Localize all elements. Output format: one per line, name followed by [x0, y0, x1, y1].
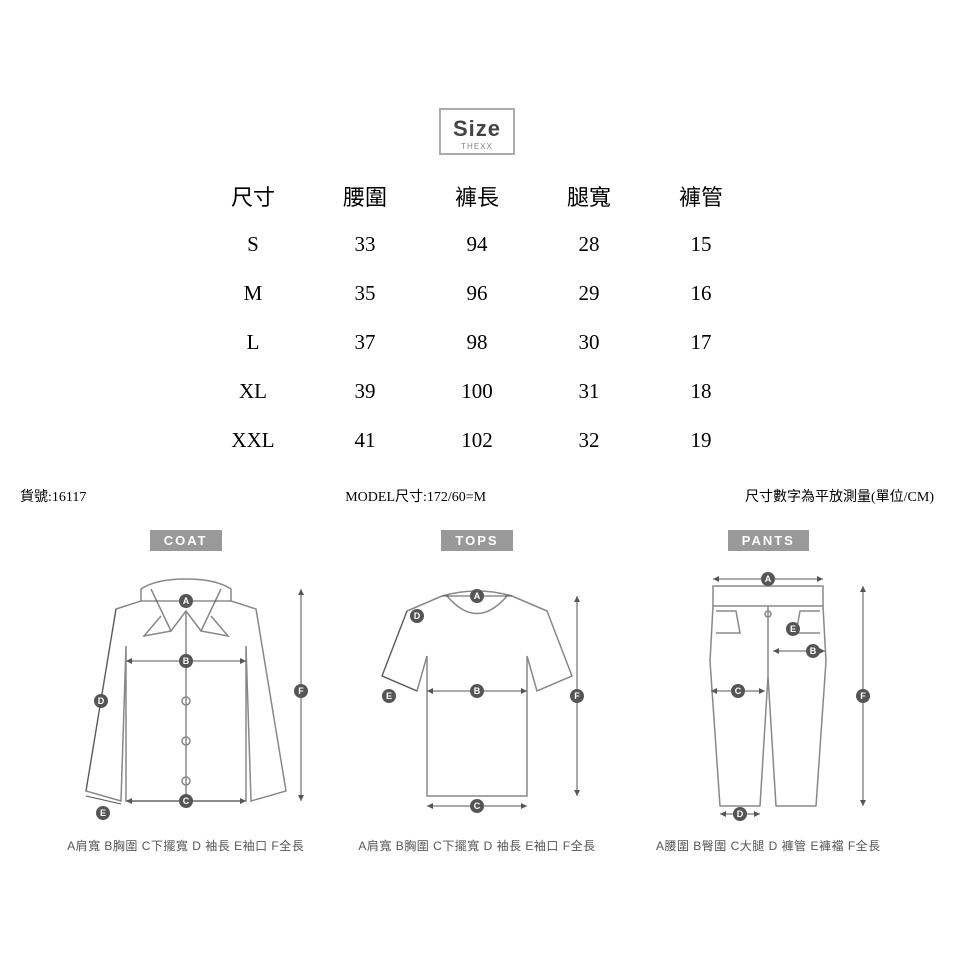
diagram-coat: COAT A B C D [41, 530, 331, 854]
col-header: 腿寬 [533, 172, 645, 220]
table-row: L37983017 [197, 318, 757, 367]
table-cell: 37 [309, 318, 421, 367]
svg-text:D: D [97, 696, 104, 706]
table-cell: 32 [533, 416, 645, 465]
table-cell: 39 [309, 367, 421, 416]
size-subtitle: THEXX [453, 142, 501, 151]
table-cell: 35 [309, 269, 421, 318]
pants-svg: A E B C D F [638, 561, 898, 831]
unit-label: 尺寸數字為平放測量(單位/CM) [745, 486, 934, 506]
svg-text:F: F [861, 691, 867, 701]
table-cell: 18 [645, 367, 757, 416]
size-title: Size [453, 116, 501, 142]
coat-svg: A B C D E F [56, 561, 316, 831]
table-cell: 15 [645, 220, 757, 269]
table-cell: XL [197, 367, 309, 416]
col-header: 尺寸 [197, 172, 309, 220]
svg-text:F: F [298, 686, 304, 696]
pants-legend: A腰圍 B臀圍 C大腿 D 褲管 E褲襠 F全長 [656, 837, 881, 854]
table-cell: L [197, 318, 309, 367]
table-cell: 100 [421, 367, 533, 416]
table-cell: 94 [421, 220, 533, 269]
coat-label: COAT [150, 530, 222, 551]
model-label: MODEL尺寸:172/60=M [345, 486, 486, 506]
tops-label: TOPS [441, 530, 512, 551]
table-cell: XXL [197, 416, 309, 465]
table-cell: 33 [309, 220, 421, 269]
diagram-pants: PANTS A E B C D [623, 530, 913, 854]
table-cell: 102 [421, 416, 533, 465]
sku-label: 貨號:16117 [20, 486, 86, 506]
svg-text:A: A [765, 574, 772, 584]
pants-label: PANTS [728, 530, 809, 551]
svg-text:E: E [100, 808, 106, 818]
svg-text:F: F [574, 691, 580, 701]
svg-text:E: E [790, 624, 796, 634]
table-cell: 19 [645, 416, 757, 465]
col-header: 腰圍 [309, 172, 421, 220]
meta-row: 貨號:16117 MODEL尺寸:172/60=M 尺寸數字為平放測量(單位/C… [20, 486, 934, 506]
table-cell: 17 [645, 318, 757, 367]
diagrams-row: COAT A B C D [0, 530, 954, 854]
table-row: S33942815 [197, 220, 757, 269]
diagram-tops: TOPS A D E B C F A肩寬 B胸圍 C下擺寬 D [332, 530, 622, 854]
svg-text:A: A [474, 591, 481, 601]
table-row: XL391003118 [197, 367, 757, 416]
svg-text:A: A [182, 596, 189, 606]
table-cell: 41 [309, 416, 421, 465]
table-cell: S [197, 220, 309, 269]
table-cell: 98 [421, 318, 533, 367]
svg-text:C: C [182, 796, 189, 806]
tops-svg: A D E B C F [347, 561, 607, 831]
size-header-box: Size THEXX [439, 108, 515, 155]
table-cell: 29 [533, 269, 645, 318]
table-cell: 30 [533, 318, 645, 367]
svg-text:B: B [182, 656, 189, 666]
coat-legend: A肩寬 B胸圍 C下擺寬 D 袖長 E袖口 F全長 [67, 837, 304, 854]
svg-text:C: C [735, 686, 742, 696]
tops-legend: A肩寬 B胸圍 C下擺寬 D 袖長 E袖口 F全長 [358, 837, 595, 854]
table-cell: 16 [645, 269, 757, 318]
svg-text:D: D [414, 611, 421, 621]
size-table: 尺寸 腰圍 褲長 腿寬 褲管 S33942815M35962916L379830… [197, 172, 757, 465]
svg-text:B: B [810, 646, 817, 656]
col-header: 褲長 [421, 172, 533, 220]
col-header: 褲管 [645, 172, 757, 220]
table-cell: 31 [533, 367, 645, 416]
table-cell: 96 [421, 269, 533, 318]
table-cell: 28 [533, 220, 645, 269]
table-cell: M [197, 269, 309, 318]
svg-text:C: C [474, 801, 481, 811]
table-header-row: 尺寸 腰圍 褲長 腿寬 褲管 [197, 172, 757, 220]
table-row: M35962916 [197, 269, 757, 318]
table-row: XXL411023219 [197, 416, 757, 465]
svg-text:E: E [386, 691, 392, 701]
svg-text:D: D [737, 809, 744, 819]
svg-text:B: B [474, 686, 481, 696]
